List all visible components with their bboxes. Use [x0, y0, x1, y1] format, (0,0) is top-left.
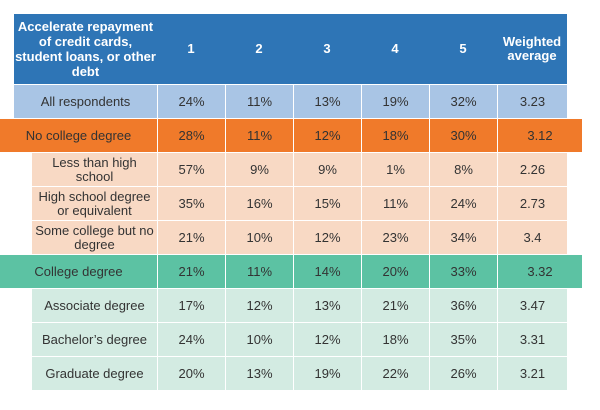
table-cell: 16%: [225, 186, 293, 220]
row-label: High school degree or equivalent: [32, 186, 157, 220]
table-cell: 20%: [157, 356, 225, 390]
table-cell: 18%: [361, 322, 429, 356]
table-cell: 11%: [225, 118, 293, 152]
header-weighted-average: Weighted average: [497, 14, 567, 84]
table-cell: 36%: [429, 288, 497, 322]
table-cell: 17%: [157, 288, 225, 322]
header-2: 2: [225, 14, 293, 84]
table-cell: 11%: [225, 254, 293, 288]
table-cell: 3.23: [497, 84, 567, 118]
table-cell: 3.4: [497, 220, 567, 254]
table-cell: 9%: [225, 152, 293, 186]
table-cell: 3.47: [497, 288, 567, 322]
table-cell: 8%: [429, 152, 497, 186]
table-cell: 32%: [429, 84, 497, 118]
table-cell: 22%: [361, 356, 429, 390]
header-measure: Accelerate repayment of credit cards, st…: [14, 14, 157, 84]
table-cell: 11%: [361, 186, 429, 220]
table-cell: 13%: [293, 84, 361, 118]
table-cell: 2.26: [497, 152, 567, 186]
table-cell: 13%: [225, 356, 293, 390]
row-label: All respondents: [14, 84, 157, 118]
row-label: Bachelor’s degree: [32, 322, 157, 356]
header-1: 1: [157, 14, 225, 84]
table-cell: 21%: [157, 254, 225, 288]
table-cell: 13%: [293, 288, 361, 322]
table-cell: 9%: [293, 152, 361, 186]
table-cell: 3.31: [497, 322, 567, 356]
table-cell: 35%: [429, 322, 497, 356]
table-cell: 34%: [429, 220, 497, 254]
table-cell: 19%: [361, 84, 429, 118]
row-label: Graduate degree: [32, 356, 157, 390]
table-cell: 57%: [157, 152, 225, 186]
row-label: Some college but no degree: [32, 220, 157, 254]
table-cell: 19%: [293, 356, 361, 390]
table-cell: 24%: [157, 322, 225, 356]
table-cell: 30%: [429, 118, 497, 152]
table-cell: 33%: [429, 254, 497, 288]
table-cell: 23%: [361, 220, 429, 254]
table-cell: 12%: [293, 118, 361, 152]
table-cell: 3.32: [497, 254, 582, 288]
table-cell: 12%: [225, 288, 293, 322]
table-cell: 28%: [157, 118, 225, 152]
table-cell: 26%: [429, 356, 497, 390]
table-cell: 11%: [225, 84, 293, 118]
table-cell: 2.73: [497, 186, 567, 220]
row-label: Less than high school: [32, 152, 157, 186]
table-cell: 3.21: [497, 356, 567, 390]
table-cell: 21%: [157, 220, 225, 254]
table-cell: 15%: [293, 186, 361, 220]
row-label: Associate degree: [32, 288, 157, 322]
table-cell: 12%: [293, 220, 361, 254]
table-cell: 24%: [429, 186, 497, 220]
table-cell: 35%: [157, 186, 225, 220]
row-label: No college degree: [0, 118, 157, 152]
table-cell: 12%: [293, 322, 361, 356]
table-cell: 10%: [225, 220, 293, 254]
table-cell: 10%: [225, 322, 293, 356]
table-cell: 24%: [157, 84, 225, 118]
table-cell: 20%: [361, 254, 429, 288]
header-3: 3: [293, 14, 361, 84]
row-label: College degree: [0, 254, 157, 288]
table-cell: 1%: [361, 152, 429, 186]
table-cell: 18%: [361, 118, 429, 152]
table-cell: 3.12: [497, 118, 582, 152]
table-cell: 21%: [361, 288, 429, 322]
header-5: 5: [429, 14, 497, 84]
header-4: 4: [361, 14, 429, 84]
table-cell: 14%: [293, 254, 361, 288]
